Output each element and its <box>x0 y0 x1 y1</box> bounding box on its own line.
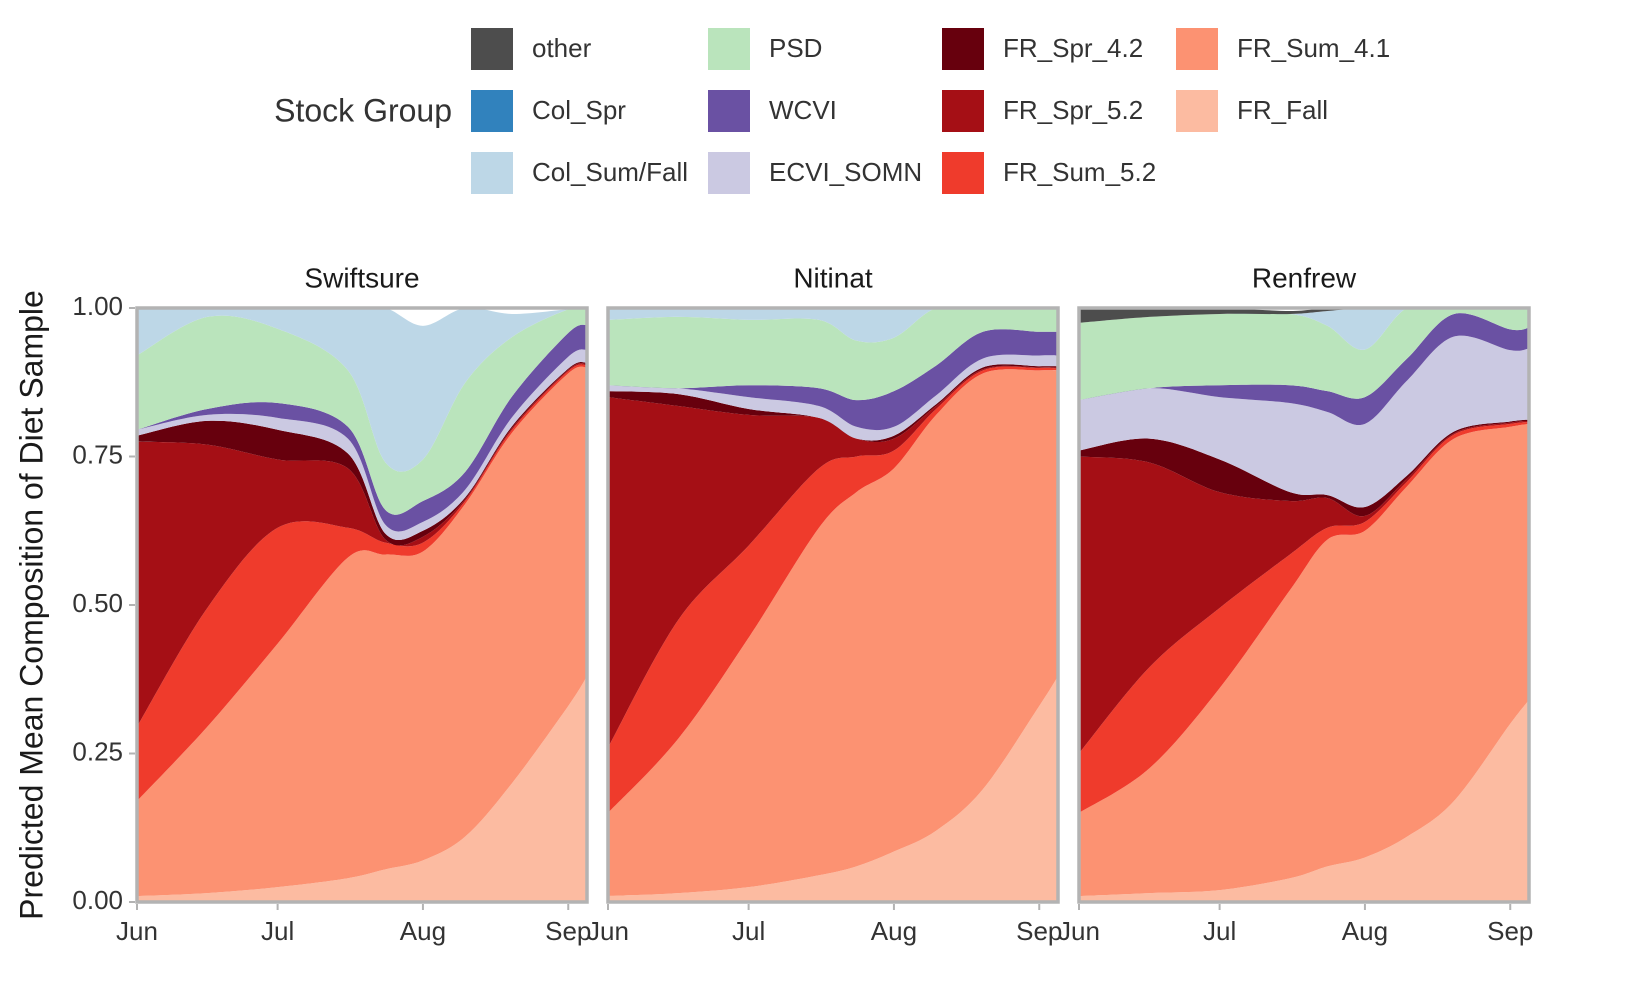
legend-item-col-spr: Col_Spr <box>471 90 626 132</box>
legend: Stock Group other Col_Spr Col_Sum/Fall PSD WC… <box>274 28 1390 194</box>
legend-title: Stock Group <box>274 92 452 128</box>
x-tick-label-renfrew-sep: Sep <box>1487 916 1533 946</box>
legend-swatch-other <box>471 28 513 70</box>
y-tick-label-0-50: 0.50 <box>72 588 123 618</box>
legend-item-psd: PSD <box>708 28 822 70</box>
legend-item-wcvi: WCVI <box>708 90 837 132</box>
legend-swatch-wcvi <box>708 90 750 132</box>
area-nitinat-col-sum-fall <box>608 308 1058 343</box>
x-tick-label-swiftsure-jun: Jun <box>116 916 158 946</box>
area-swiftsure-psd <box>137 308 587 515</box>
legend-swatch-col-spr <box>471 90 513 132</box>
legend-label-other: other <box>532 33 592 63</box>
x-tick-label-renfrew-aug: Aug <box>1342 916 1388 946</box>
panel-nitinat: Nitinat Jun Jul Aug Sep <box>587 262 1062 945</box>
panel-swiftsure: Swiftsure Jun Jul Aug Sep <box>116 262 591 945</box>
area-nitinat-psd <box>608 308 1058 401</box>
area-swiftsure-fr-fall <box>137 676 587 902</box>
panel-border-swiftsure <box>135 306 589 904</box>
panel-areas-nitinat <box>608 308 1058 902</box>
legend-label-fr-sum-5-2: FR_Sum_5.2 <box>1003 157 1156 187</box>
panel-border-renfrew <box>1077 306 1531 904</box>
panel-title-swiftsure: Swiftsure <box>304 262 419 293</box>
legend-item-fr-sum-5-2: FR_Sum_5.2 <box>942 152 1156 194</box>
legend-label-fr-fall: FR_Fall <box>1237 95 1328 125</box>
legend-swatch-fr-spr-4-2 <box>942 28 984 70</box>
x-tick-label-swiftsure-aug: Aug <box>400 916 446 946</box>
area-nitinat-ecvi-somn <box>608 354 1058 441</box>
panel-border-nitinat <box>606 306 1060 904</box>
area-renfrew-wcvi <box>1079 313 1529 426</box>
legend-item-fr-fall: FR_Fall <box>1176 90 1328 132</box>
legend-label-wcvi: WCVI <box>769 95 837 125</box>
area-renfrew-fr-sum-4-1 <box>1079 423 1529 897</box>
area-swiftsure-ecvi-somn <box>137 349 587 541</box>
legend-item-fr-sum-4-1: FR_Sum_4.1 <box>1176 28 1390 70</box>
x-tick-label-renfrew-jul: Jul <box>1203 916 1236 946</box>
x-tick-label-nitinat-jul: Jul <box>732 916 765 946</box>
panel-areas-swiftsure <box>137 308 587 902</box>
area-nitinat-fr-spr-4-2 <box>608 364 1058 443</box>
x-tick-label-swiftsure-sep: Sep <box>545 916 591 946</box>
y-tick-label-1-00: 1.00 <box>72 291 123 321</box>
legend-label-fr-spr-4-2: FR_Spr_4.2 <box>1003 33 1143 63</box>
y-tick-label-0-75: 0.75 <box>72 439 123 469</box>
legend-label-fr-spr-5-2: FR_Spr_5.2 <box>1003 95 1143 125</box>
y-axis: 0.00 0.25 0.50 0.75 1.00 Predicted Mean Compo… <box>13 290 135 920</box>
x-tick-label-swiftsure-jul: Jul <box>261 916 294 946</box>
legend-swatch-fr-sum-4-1 <box>1176 28 1218 70</box>
area-nitinat-fr-fall <box>608 676 1058 902</box>
legend-label-col-spr: Col_Spr <box>532 95 626 125</box>
legend-item-col-sum-fall: Col_Sum/Fall <box>471 152 688 194</box>
area-renfrew-fr-spr-5-2 <box>1079 420 1529 754</box>
area-swiftsure-fr-spr-5-2 <box>137 363 587 727</box>
area-renfrew-col-sum-fall <box>1079 308 1529 350</box>
legend-swatch-ecvi-somn <box>708 152 750 194</box>
legend-item-ecvi-somn: ECVI_SOMN <box>708 152 922 194</box>
y-axis-title: Predicted Mean Composition of Diet Sampl… <box>13 290 49 920</box>
panel-title-renfrew: Renfrew <box>1252 262 1357 293</box>
area-renfrew-ecvi-somn <box>1079 335 1529 508</box>
legend-label-psd: PSD <box>769 33 822 63</box>
legend-swatch-fr-spr-5-2 <box>942 90 984 132</box>
legend-label-ecvi-somn: ECVI_SOMN <box>769 157 922 187</box>
legend-swatch-fr-sum-5-2 <box>942 152 984 194</box>
area-renfrew-fr-fall <box>1079 700 1529 902</box>
legend-label-col-sum-fall: Col_Sum/Fall <box>532 157 688 187</box>
area-renfrew-psd <box>1079 308 1529 401</box>
legend-item-fr-spr-5-2: FR_Spr_5.2 <box>942 90 1143 132</box>
legend-item-other: other <box>471 28 592 70</box>
legend-swatch-psd <box>708 28 750 70</box>
panel-areas-renfrew <box>1079 308 1529 902</box>
area-swiftsure-wcvi <box>137 324 587 532</box>
x-tick-label-nitinat-jun: Jun <box>587 916 629 946</box>
legend-label-fr-sum-4-1: FR_Sum_4.1 <box>1237 33 1390 63</box>
panels: Swiftsure Jun Jul Aug Sep Nitinat Jun Jul Aug Sep… <box>116 262 1533 945</box>
legend-swatch-fr-fall <box>1176 90 1218 132</box>
area-renfrew-other <box>1079 308 1529 323</box>
panel-renfrew: Renfrew Jun Jul Aug Sep <box>1058 262 1533 945</box>
x-tick-label-nitinat-aug: Aug <box>871 916 917 946</box>
y-tick-label-0-00: 0.00 <box>72 885 123 915</box>
legend-item-fr-spr-4-2: FR_Spr_4.2 <box>942 28 1143 70</box>
area-swiftsure-fr-sum-5-2 <box>137 364 587 802</box>
x-tick-label-renfrew-jun: Jun <box>1058 916 1100 946</box>
area-swiftsure-fr-sum-4-1 <box>137 366 587 897</box>
area-nitinat-fr-sum-4-1 <box>608 369 1058 897</box>
area-nitinat-fr-spr-5-2 <box>608 365 1058 748</box>
x-tick-label-nitinat-sep: Sep <box>1016 916 1062 946</box>
legend-swatch-col-sum-fall <box>471 152 513 194</box>
y-tick-label-0-25: 0.25 <box>72 736 123 766</box>
area-renfrew-fr-spr-4-2 <box>1079 419 1529 517</box>
area-swiftsure-col-sum-fall <box>137 308 587 472</box>
panel-title-nitinat: Nitinat <box>793 262 873 293</box>
area-nitinat-wcvi <box>608 329 1058 431</box>
area-renfrew-fr-sum-5-2 <box>1079 422 1529 813</box>
